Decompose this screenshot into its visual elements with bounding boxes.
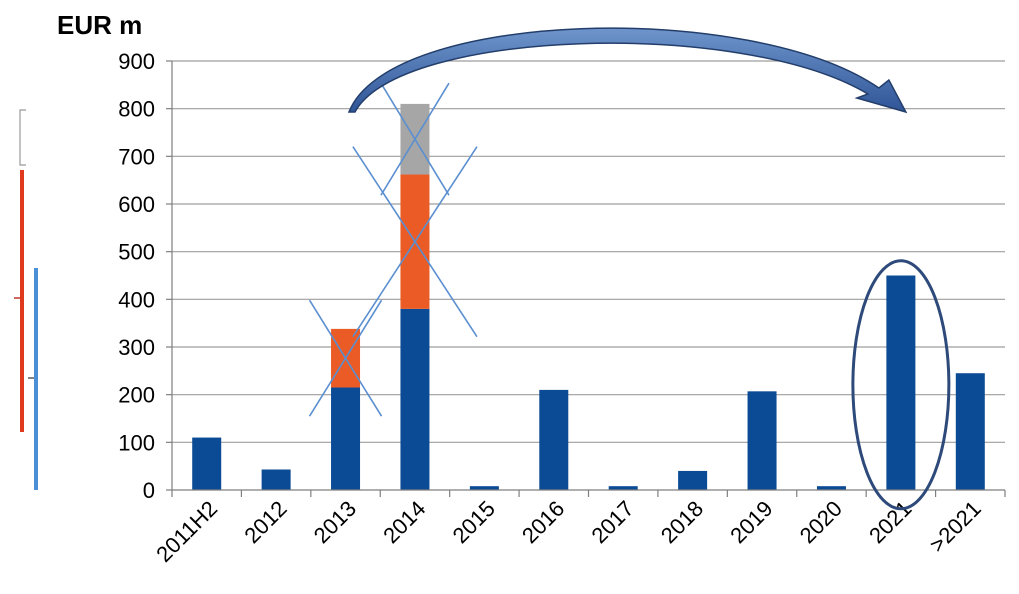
bar-2021-series1 [886,275,916,490]
annotations [14,27,951,511]
x-tick-label-9: 2020 [795,496,847,548]
x-axis [171,489,1006,497]
x-axis-ticks: 2011H2 2012 2013 2014 2015 2016 2017 2018 2019 20… [151,496,986,567]
bar-2015-series1 [469,486,499,490]
bar-2019-series1 [747,391,777,490]
x-tick-label-4: 2015 [448,496,500,548]
y-tick-label-900: 900 [118,49,155,74]
legend-fragment-red [20,170,24,432]
bars [192,103,985,490]
x-tick-label-8: 2019 [725,496,777,548]
bar-2011H2-series1 [192,437,222,490]
cross-2013-orange-b [308,299,383,417]
y-tick-label-300: 300 [118,335,155,360]
y-tick-label-700: 700 [118,144,155,169]
bar-2012-series1 [261,469,291,490]
legend-fragment-blue [34,268,38,490]
x-tick-label-1: 2012 [239,496,291,548]
bar-2014-series1 [400,308,430,490]
y-axis-ticks: 0 100 200 300 400 500 600 700 800 900 [118,49,173,503]
x-tick-label-3: 2014 [378,496,430,548]
bar-2018-series1 [678,470,708,490]
cross-2014-grey-b [380,82,450,196]
legend-fragment-grey [19,109,26,166]
bar-2013-series1 [331,387,361,490]
curved-arrow [347,27,908,114]
x-tick-label-0: 2011H2 [151,496,222,567]
x-tick-label-11: >2021 [924,496,985,557]
y-tick-label-0: 0 [143,478,155,503]
x-tick-label-7: 2018 [656,496,708,548]
y-tick-label-200: 200 [118,383,155,408]
y-tick-label-500: 500 [118,240,155,265]
y-tick-label-400: 400 [118,287,155,312]
circle-2021 [851,259,951,511]
bar-2017-series1 [608,486,638,490]
gridlines [172,60,1005,443]
x-tick-label-2: 2013 [309,496,361,548]
x-tick-label-10: 2021 [864,496,916,548]
bar-2020-series1 [816,486,846,490]
bar->2021-series1 [955,373,985,490]
y-unit-label: EUR m [57,10,143,40]
cross-2014-orange-b [352,146,478,338]
y-tick-label-100: 100 [118,430,155,455]
y-tick-label-600: 600 [118,192,155,217]
bar-2016-series1 [539,389,569,490]
y-tick-label-800: 800 [118,97,155,122]
x-tick-label-5: 2016 [517,496,569,548]
x-tick-label-6: 2017 [586,496,638,548]
